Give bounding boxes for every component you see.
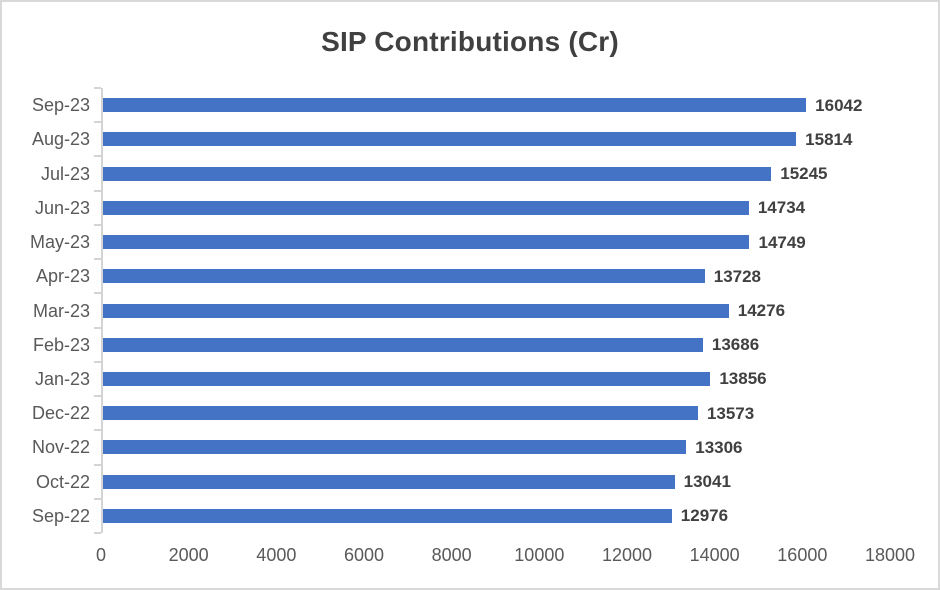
bar-row: 14734: [103, 191, 892, 225]
tick-mark: [94, 292, 101, 295]
bar-row: 14749: [103, 225, 892, 259]
bar-row: 13041: [103, 465, 892, 499]
category-label: Sep-22: [31, 505, 90, 526]
bar: [103, 200, 749, 215]
value-label: 13686: [711, 335, 760, 355]
value-label: 13728: [713, 266, 762, 286]
bar-row: 13573: [103, 396, 892, 430]
bar-row: 13728: [103, 259, 892, 293]
bar: [103, 440, 687, 455]
bar-row: 13306: [103, 430, 892, 464]
value-label: 16042: [815, 95, 863, 115]
tick-mark: [94, 497, 101, 500]
x-tick-label: 6000: [343, 545, 385, 565]
bar: [103, 508, 672, 523]
tick-mark: [94, 395, 101, 398]
x-tick-label: 12000: [601, 545, 653, 565]
x-tick-label: 8000: [431, 545, 472, 565]
bar: [103, 269, 705, 284]
x-tick-label: 0: [95, 545, 107, 565]
bar: [103, 235, 750, 250]
x-tick-label: 14000: [689, 545, 740, 565]
tick-mark: [94, 258, 101, 261]
bar-row: 15814: [103, 122, 892, 156]
bar: [103, 337, 703, 352]
tick-mark: [94, 532, 101, 534]
x-tick-label: 4000: [256, 545, 297, 565]
bar: [103, 406, 698, 421]
value-label: 12976: [680, 506, 729, 526]
x-tick-label: 10000: [514, 545, 565, 565]
tick-mark: [94, 360, 101, 363]
tick-mark: [94, 155, 101, 158]
tick-mark: [94, 87, 101, 89]
category-label: Jul-23: [40, 163, 90, 184]
category-label: May-23: [29, 232, 90, 253]
value-label: 14749: [758, 232, 806, 252]
category-label: Dec-22: [31, 403, 90, 424]
category-label: Aug-23: [31, 129, 90, 150]
value-label: 13573: [706, 403, 755, 423]
x-tick-label: 16000: [777, 545, 828, 565]
bar-row: 15245: [103, 156, 892, 190]
bar: [103, 166, 772, 181]
bar: [103, 303, 729, 318]
bar: [103, 474, 675, 489]
tick-mark: [94, 121, 101, 124]
bar: [103, 132, 797, 147]
bar-row: 13856: [103, 362, 892, 396]
category-label: Nov-22: [31, 437, 90, 458]
tick-mark: [94, 326, 101, 329]
chart-title: SIP Contributions (Cr): [321, 26, 619, 57]
value-label: 14276: [737, 301, 786, 321]
bar: [103, 98, 807, 113]
tick-mark: [94, 429, 101, 432]
value-label: 15814: [805, 129, 853, 149]
value-label: 13306: [695, 437, 743, 457]
category-label: Apr-23: [35, 266, 90, 287]
category-label: Sep-23: [31, 95, 90, 116]
y-axis-tick-marks: [94, 87, 101, 534]
value-label: 15245: [780, 164, 828, 184]
plot-area: 16042 15814 15245 14734 14749 13728 14276 13686…: [101, 88, 892, 533]
bar-row: 12976: [103, 499, 892, 533]
value-label: 13041: [683, 472, 731, 492]
category-label: Feb-23: [32, 334, 90, 355]
x-axis: 0 2000 4000 6000 8000 10000 12000 14000 16000 180…: [96, 545, 915, 571]
bar: [103, 371, 711, 386]
x-tick-label: 18000: [864, 545, 916, 565]
category-label: Jun-23: [34, 197, 90, 218]
category-label: Oct-22: [35, 471, 90, 492]
y-axis-category-labels: Sep-23 Aug-23 Jul-23 Jun-23 May-23 Apr-23 Mar-…: [2, 88, 90, 533]
tick-mark: [94, 463, 101, 466]
bar-row: 16042: [103, 88, 892, 122]
tick-mark: [94, 189, 101, 192]
value-label: 14734: [757, 198, 806, 218]
bar-row: 13686: [103, 328, 892, 362]
category-label: Jan-23: [34, 368, 90, 389]
value-label: 13856: [719, 369, 767, 389]
category-label: Mar-23: [32, 300, 90, 321]
x-tick-label: 2000: [168, 545, 209, 565]
tick-mark: [94, 223, 101, 226]
bar-row: 14276: [103, 293, 892, 327]
